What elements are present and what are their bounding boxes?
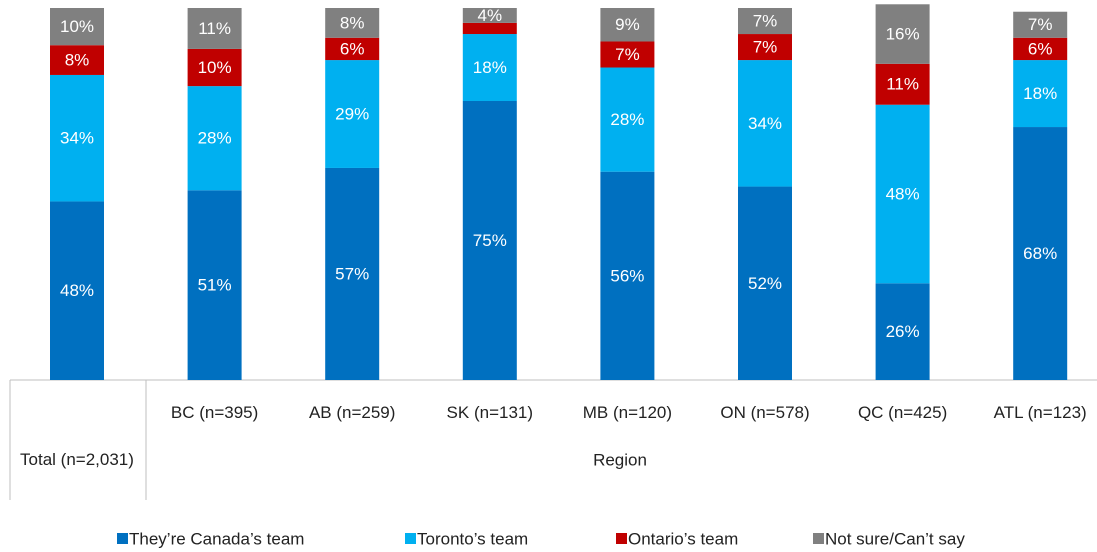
bar-segment (50, 45, 104, 75)
category-label: SK (n=131) (446, 403, 534, 422)
data-label: 6% (1028, 39, 1053, 58)
data-label: 48% (886, 184, 920, 203)
bar-segment (462, 34, 517, 101)
data-label: 8% (340, 13, 365, 32)
bar-segment (187, 8, 242, 49)
legend-label: Not sure/Can’t say (825, 529, 965, 548)
data-label: 7% (1028, 15, 1053, 34)
bar-segment (1013, 60, 1068, 128)
bar-segment (600, 41, 655, 68)
bar-segment (738, 8, 792, 35)
bar-segment (325, 167, 380, 380)
legend-swatch (117, 533, 128, 544)
data-label: 6% (340, 39, 365, 58)
data-label: 68% (1023, 244, 1057, 263)
data-label: 11% (198, 19, 231, 38)
data-label: 7% (615, 45, 640, 64)
data-label: 4% (478, 6, 503, 25)
legend-swatch (813, 533, 824, 544)
data-label: 28% (610, 110, 644, 129)
data-label: 11% (886, 75, 919, 94)
data-label: 16% (886, 25, 920, 44)
data-label: 7% (753, 38, 778, 57)
bar-segment (875, 63, 930, 105)
bar-segment (325, 8, 380, 38)
bar-segment (462, 8, 517, 23)
category-label: ATL (n=123) (993, 403, 1087, 422)
data-label: 26% (886, 322, 920, 341)
bar-segment (738, 34, 792, 61)
bar-segment (1013, 11, 1068, 38)
data-label: 28% (198, 129, 232, 148)
bar-segment (50, 74, 104, 202)
data-label: 34% (60, 129, 94, 148)
data-label: 52% (748, 274, 782, 293)
data-label: 10% (60, 17, 94, 36)
group-label: Region (593, 450, 647, 469)
bar-segment (187, 86, 242, 191)
legend-label: Ontario’s team (628, 529, 738, 548)
category-label: BC (n=395) (170, 403, 259, 422)
data-label: 29% (335, 105, 369, 124)
data-label: 10% (198, 58, 232, 77)
bar-segment (738, 186, 792, 380)
bar-segment (738, 60, 792, 187)
legend-swatch (405, 533, 416, 544)
legend-label: They’re Canada’s team (129, 529, 304, 548)
bar-segment (600, 171, 655, 380)
bar-segment (600, 8, 655, 42)
bar-segment (600, 67, 655, 172)
data-label: 8% (65, 51, 90, 70)
bar-segment (875, 283, 930, 380)
bar-segment (187, 48, 242, 87)
legend-swatch (616, 533, 627, 544)
data-label: 75% (473, 231, 507, 250)
bar-segment (462, 101, 517, 380)
bar-segment (187, 190, 242, 380)
bar-segment (325, 37, 380, 61)
data-label: 51% (198, 276, 232, 295)
bar-segment (50, 8, 104, 46)
bar-segment (325, 60, 380, 168)
category-label: MB (n=120) (582, 403, 673, 422)
bar-segment (875, 4, 930, 64)
data-label: 18% (1023, 84, 1057, 103)
data-label: 57% (335, 264, 369, 283)
data-label: 9% (615, 15, 640, 34)
category-label: QC (n=425) (857, 403, 948, 422)
data-label: 48% (60, 281, 94, 300)
category-label: ON (n=578) (720, 403, 810, 422)
bar-segment (875, 104, 930, 284)
data-label: 7% (753, 12, 778, 31)
data-label: 56% (610, 266, 644, 285)
legend-label: Toronto’s team (417, 529, 528, 548)
category-label: AB (n=259) (308, 403, 396, 422)
data-label: 18% (473, 58, 507, 77)
bar-segment (50, 201, 104, 380)
data-label: 34% (748, 114, 782, 133)
category-label: Total (n=2,031) (20, 450, 134, 469)
bar-segment (1013, 127, 1068, 380)
bar-segment (1013, 37, 1068, 61)
bar-segment (462, 22, 517, 35)
